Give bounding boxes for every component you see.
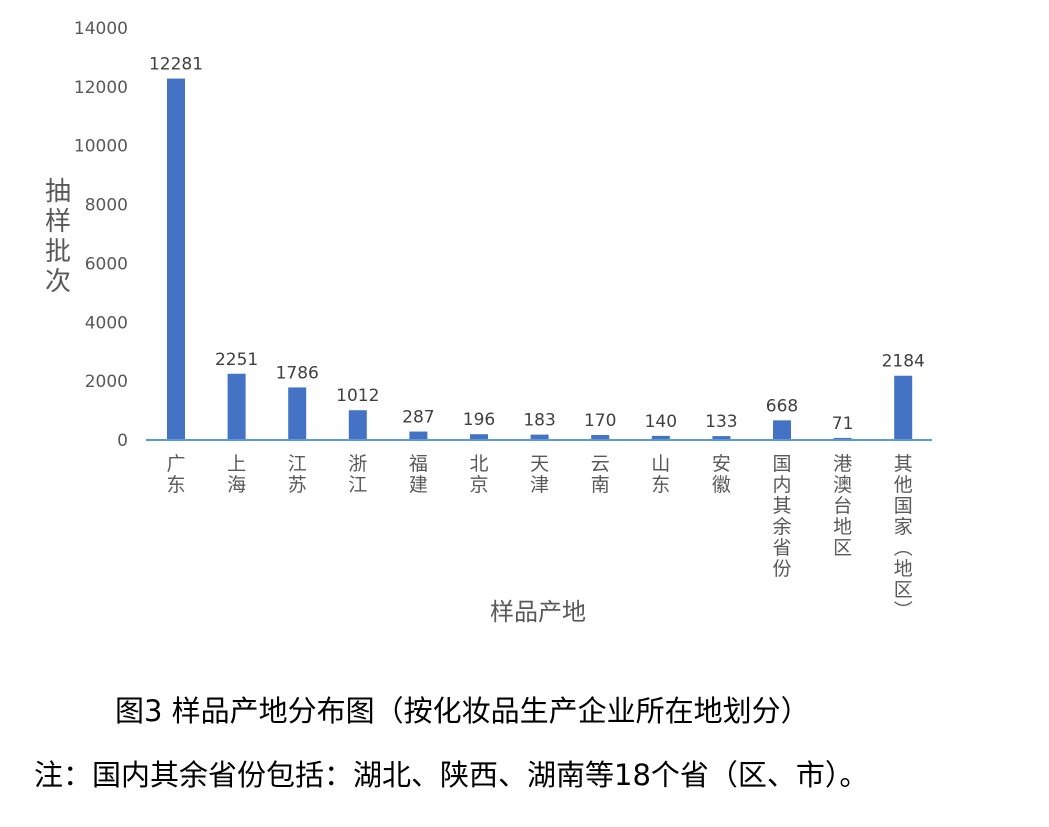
category-label: 北京 — [469, 453, 488, 496]
y-tick-label: 12000 — [74, 78, 128, 98]
y-tick-label: 4000 — [85, 313, 128, 333]
bar — [712, 436, 731, 440]
category-label: 国内其余省份 — [772, 453, 791, 580]
bar — [227, 373, 246, 440]
bar — [530, 434, 549, 440]
category-label: 港澳台地区 — [833, 453, 852, 559]
category-label: 山东 — [651, 453, 670, 496]
bar-chart: 0 2000 4000 6000 8000 10000 12000 14000 12281 22… — [45, 19, 932, 626]
y-axis-ticks: 0 2000 4000 6000 8000 10000 12000 14000 — [74, 19, 128, 451]
category-label: 福建 — [409, 453, 428, 496]
category-label: 上海 — [227, 453, 246, 496]
bar — [288, 387, 307, 440]
bar — [167, 78, 185, 441]
data-label: 668 — [766, 396, 798, 416]
data-labels: 12281 2251 1786 1012 287 196 183 170 140 133 668 71… — [149, 55, 925, 434]
data-label: 140 — [645, 412, 677, 432]
category-label: 江苏 — [288, 453, 307, 496]
figure-note: 注：国内其余省份包括：湖北、陕西、湖南等18个省（区、市）。 — [34, 758, 869, 792]
bar — [348, 410, 367, 440]
y-tick-label: 6000 — [85, 254, 128, 274]
data-label: 1786 — [276, 363, 319, 383]
figure-caption: 图3 样品产地分布图（按化妆品生产企业所在地划分） — [115, 694, 810, 728]
bar — [470, 434, 488, 440]
data-label: 1012 — [336, 386, 379, 406]
category-label: 其他国家︵地区︶ — [894, 453, 913, 622]
bar — [651, 435, 670, 440]
bar — [591, 434, 610, 440]
y-tick-label: 8000 — [85, 196, 128, 216]
data-label: 170 — [584, 411, 616, 431]
category-label: 广东 — [166, 453, 185, 496]
data-label: 2251 — [215, 350, 258, 370]
y-axis-label: 抽样批次 — [45, 177, 71, 297]
y-tick-label: 10000 — [74, 137, 128, 157]
y-tick-label: 14000 — [74, 19, 128, 39]
data-label: 12281 — [149, 55, 203, 75]
data-label: 196 — [463, 410, 495, 430]
category-label: 浙江 — [348, 453, 367, 496]
bar — [894, 375, 913, 440]
bars — [167, 78, 913, 441]
data-label: 287 — [402, 408, 434, 428]
data-label: 2184 — [882, 352, 925, 372]
category-label: 云南 — [591, 453, 610, 496]
y-tick-label: 2000 — [85, 372, 128, 392]
category-label: 天津 — [530, 453, 549, 496]
data-label: 133 — [705, 412, 737, 432]
bar — [409, 431, 428, 440]
x-axis-label: 样品产地 — [490, 598, 586, 626]
data-label: 71 — [832, 414, 854, 434]
category-label: 安徽 — [712, 453, 731, 496]
bar — [833, 437, 852, 440]
data-label: 183 — [523, 411, 555, 431]
bar — [773, 420, 791, 440]
y-tick-label: 0 — [117, 431, 128, 451]
